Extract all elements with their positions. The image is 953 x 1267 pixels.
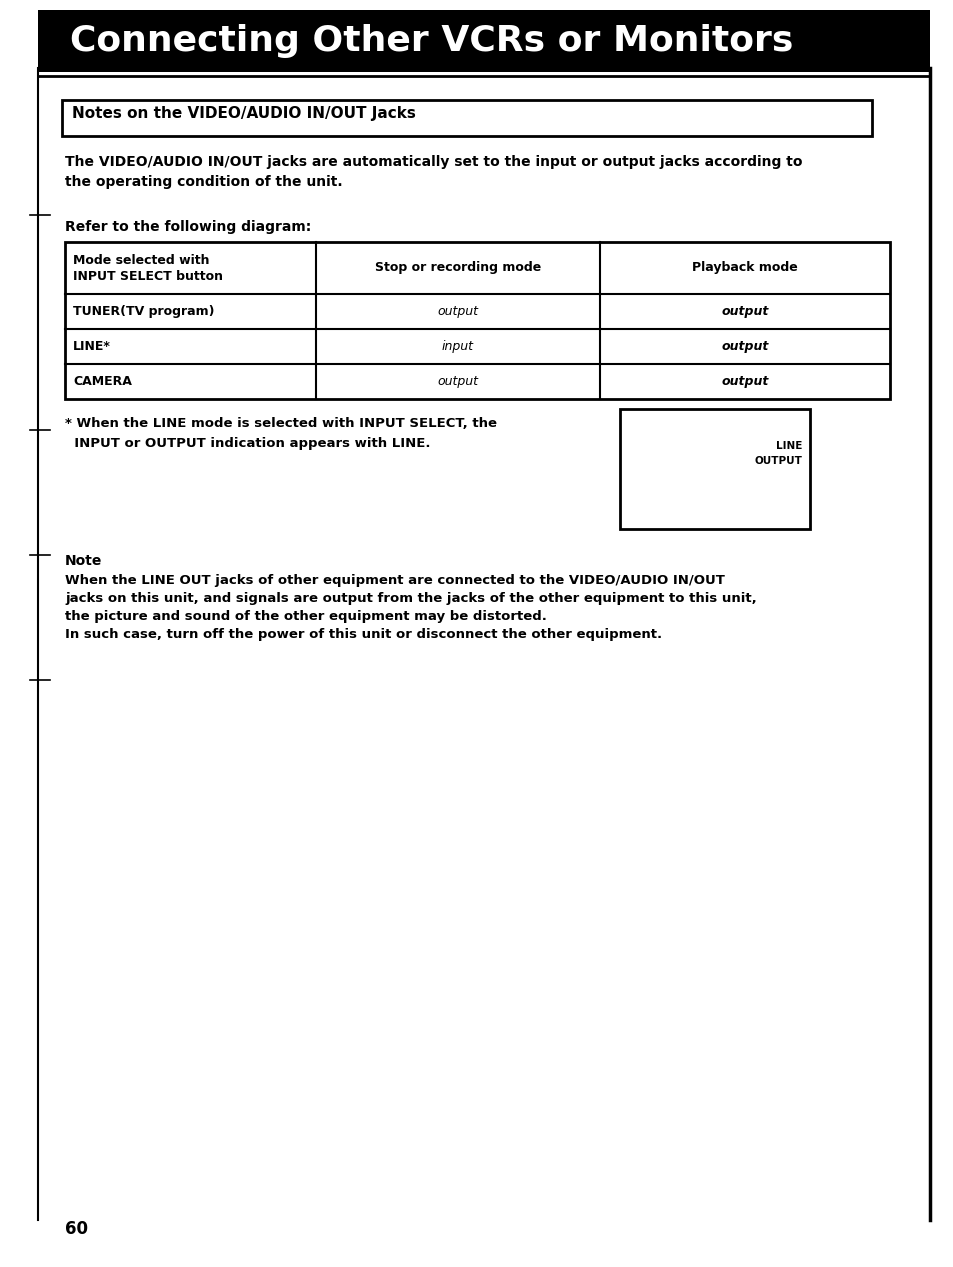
- Text: Playback mode: Playback mode: [691, 261, 797, 275]
- Bar: [65, 242, 889, 399]
- Text: OUTPUT: OUTPUT: [753, 456, 801, 466]
- Text: The VIDEO/AUDIO IN/OUT jacks are automatically set to the input or output jacks : The VIDEO/AUDIO IN/OUT jacks are automat…: [65, 155, 801, 169]
- Bar: [62, 100, 871, 136]
- Text: output: output: [720, 375, 768, 388]
- Text: output: output: [437, 305, 478, 318]
- Text: CAMERA: CAMERA: [73, 375, 132, 388]
- Text: Mode selected with
INPUT SELECT button: Mode selected with INPUT SELECT button: [73, 253, 223, 283]
- Text: INPUT or OUTPUT indication appears with LINE.: INPUT or OUTPUT indication appears with …: [65, 437, 430, 450]
- Text: the operating condition of the unit.: the operating condition of the unit.: [65, 175, 342, 189]
- Text: output: output: [437, 375, 478, 388]
- Text: Notes on the VIDEO/AUDIO IN/OUT Jacks: Notes on the VIDEO/AUDIO IN/OUT Jacks: [71, 106, 416, 122]
- Bar: [619, 409, 809, 530]
- Text: LINE*: LINE*: [73, 340, 111, 353]
- Text: In such case, turn off the power of this unit or disconnect the other equipment.: In such case, turn off the power of this…: [65, 628, 661, 641]
- Text: jacks on this unit, and signals are output from the jacks of the other equipment: jacks on this unit, and signals are outp…: [65, 592, 756, 606]
- Text: Connecting Other VCRs or Monitors: Connecting Other VCRs or Monitors: [70, 24, 793, 58]
- Text: Note: Note: [65, 554, 102, 568]
- Text: Stop or recording mode: Stop or recording mode: [375, 261, 540, 275]
- Text: LINE: LINE: [775, 441, 801, 451]
- Text: input: input: [441, 340, 474, 353]
- Text: When the LINE OUT jacks of other equipment are connected to the VIDEO/AUDIO IN/O: When the LINE OUT jacks of other equipme…: [65, 574, 724, 587]
- Text: the picture and sound of the other equipment may be distorted.: the picture and sound of the other equip…: [65, 609, 546, 623]
- Text: TUNER(TV program): TUNER(TV program): [73, 305, 214, 318]
- Text: output: output: [720, 305, 768, 318]
- Bar: [38, 10, 929, 72]
- Text: * When the LINE mode is selected with INPUT SELECT, the: * When the LINE mode is selected with IN…: [65, 417, 497, 430]
- Text: 60: 60: [65, 1220, 88, 1238]
- Text: output: output: [720, 340, 768, 353]
- Text: Refer to the following diagram:: Refer to the following diagram:: [65, 220, 311, 234]
